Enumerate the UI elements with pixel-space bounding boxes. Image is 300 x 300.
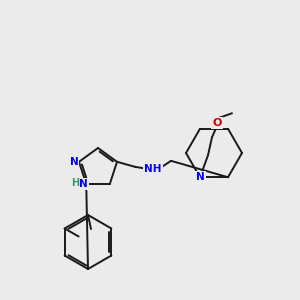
Text: H: H — [71, 178, 79, 188]
Text: NH: NH — [144, 164, 162, 174]
Text: N: N — [196, 172, 204, 182]
Text: O: O — [212, 118, 222, 128]
Text: N: N — [79, 179, 88, 189]
Text: N: N — [70, 157, 78, 167]
